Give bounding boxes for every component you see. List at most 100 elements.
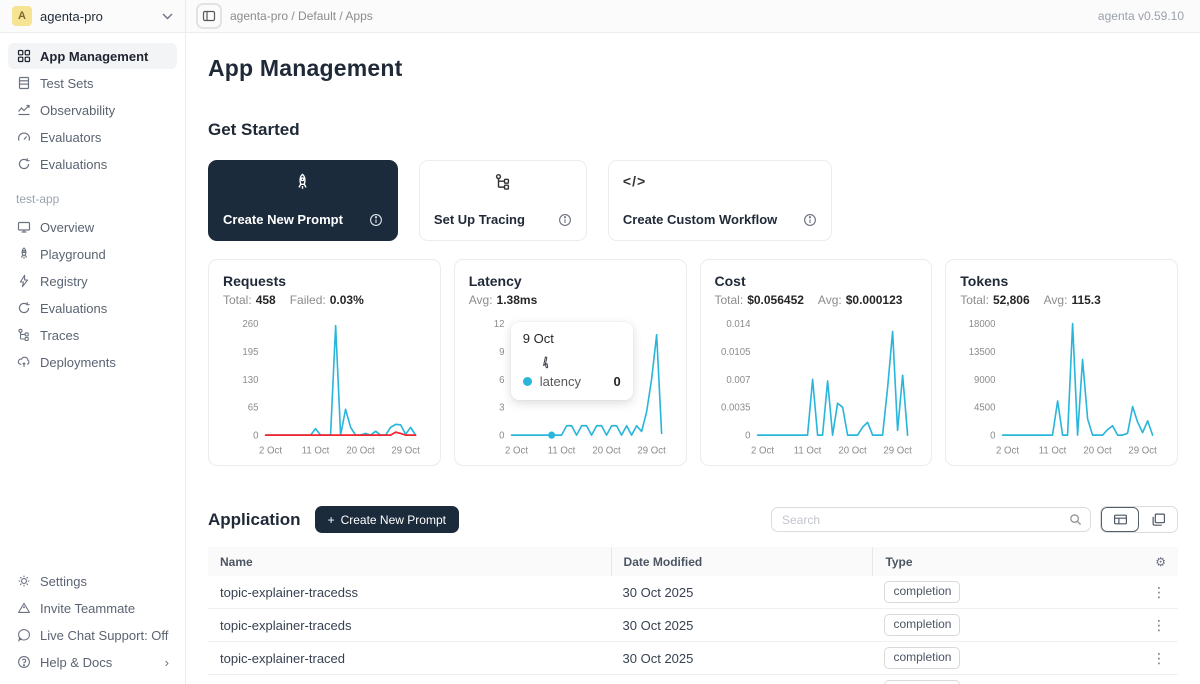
top-bar: A agenta-pro agenta-pro / Default / Apps…	[0, 0, 1200, 33]
column-header-type[interactable]: Type	[872, 547, 1090, 576]
info-icon[interactable]	[369, 213, 383, 227]
app-version: agenta v0.59.10	[1098, 9, 1184, 23]
application-table: Name Date Modified Type ⚙ topic-explaine…	[208, 547, 1178, 684]
sidebar-item-label: Overview	[40, 220, 94, 235]
svg-text:11 Oct: 11 Oct	[1039, 445, 1067, 456]
svg-text:2 Oct: 2 Oct	[505, 445, 528, 456]
table-row[interactable]: topic-explainer-traceds 30 Oct 2025 comp…	[208, 609, 1178, 642]
table-list-icon	[16, 76, 31, 91]
sidebar-item-observability[interactable]: Observability	[8, 97, 177, 123]
search-icon[interactable]	[1069, 513, 1082, 526]
requests-chart: 0651301952602 Oct11 Oct20 Oct29 Oct	[223, 315, 426, 463]
column-header-name[interactable]: Name	[208, 547, 611, 576]
application-heading: Application	[208, 510, 301, 530]
table-row[interactable]: topic-explainer-tracedss 30 Oct 2025 com…	[208, 576, 1178, 609]
metric-card-latency: Latency Avg:1.38ms 0369122 Oct11 Oct20 O…	[454, 259, 687, 466]
sidebar-item-test-sets[interactable]: Test Sets	[8, 70, 177, 96]
svg-text:11 Oct: 11 Oct	[547, 445, 575, 456]
svg-text:195: 195	[242, 347, 259, 358]
create-new-prompt-card[interactable]: Create New Prompt	[208, 160, 398, 241]
search-input[interactable]	[782, 513, 1069, 527]
row-actions-icon[interactable]: ⋮	[1091, 617, 1178, 634]
row-actions-icon[interactable]: ⋮	[1091, 584, 1178, 601]
search-box[interactable]	[771, 507, 1091, 532]
sidebar-item-evaluations[interactable]: Evaluations	[8, 151, 177, 177]
metric-card-requests: Requests Total:458 Failed:0.03% 06513019…	[208, 259, 441, 466]
cell-date: 30 Oct 2025	[611, 585, 873, 600]
metric-stats: Total:458 Failed:0.03%	[223, 293, 426, 307]
sidebar-item-label: Deployments	[40, 355, 116, 370]
sidebar-item-label: Test Sets	[40, 76, 93, 91]
type-badge: completion	[884, 680, 960, 684]
sidebar-item-label: App Management	[40, 49, 148, 64]
sidebar-item-overview[interactable]: Overview	[8, 214, 177, 240]
sidebar-item-invite-teammate[interactable]: Invite Teammate	[8, 595, 177, 621]
create-new-prompt-button[interactable]: + Create New Prompt	[315, 506, 459, 533]
sidebar-item-app-evaluations[interactable]: Evaluations	[8, 295, 177, 321]
cell-name[interactable]: topic-explainer-traceds	[208, 618, 611, 633]
metric-stats: Total:$0.056452 Avg:$0.000123	[715, 293, 918, 307]
svg-text:6: 6	[499, 375, 505, 386]
tooltip-value: 0	[614, 374, 621, 389]
metric-title: Cost	[715, 273, 918, 289]
bolt-icon	[16, 274, 31, 289]
card-view-button[interactable]	[1139, 507, 1177, 532]
redo-circle-icon	[16, 157, 31, 172]
svg-text:13500: 13500	[969, 347, 996, 358]
metric-card-cost: Cost Total:$0.056452 Avg:$0.000123 00.00…	[700, 259, 933, 466]
get-started-heading: Get Started	[208, 120, 1178, 140]
cell-name[interactable]: topic-explainer-traced	[208, 651, 611, 666]
cell-date: 30 Oct 2025	[611, 618, 873, 633]
svg-text:11 Oct: 11 Oct	[302, 445, 330, 456]
svg-text:20 Oct: 20 Oct	[1084, 445, 1113, 456]
sidebar-item-registry[interactable]: Registry	[8, 268, 177, 294]
svg-text:0: 0	[499, 430, 505, 441]
trace-tree-icon	[434, 173, 572, 191]
rocket-icon	[16, 247, 31, 262]
application-controls	[771, 506, 1178, 533]
sidebar-item-evaluators[interactable]: Evaluators	[8, 124, 177, 150]
row-actions-icon[interactable]: ⋮	[1091, 650, 1178, 667]
svg-text:260: 260	[242, 319, 259, 330]
sidebar-toggle-button[interactable]	[196, 3, 222, 29]
gear-icon	[16, 574, 31, 589]
workspace-selector[interactable]: A agenta-pro	[0, 0, 186, 32]
table-row[interactable]: career-assessment 27 Oct 2025 completion…	[208, 675, 1178, 684]
sidebar-item-playground[interactable]: Playground	[8, 241, 177, 267]
sidebar-item-label: Observability	[40, 103, 115, 118]
sidebar-item-deployments[interactable]: Deployments	[8, 349, 177, 375]
table-row[interactable]: topic-explainer-traced 30 Oct 2025 compl…	[208, 642, 1178, 675]
card-label: Create New Prompt	[223, 212, 343, 227]
column-settings-gear-icon[interactable]: ⚙	[1091, 547, 1178, 576]
sidebar-item-label: Evaluations	[40, 301, 107, 316]
sidebar-item-traces[interactable]: Traces	[8, 322, 177, 348]
sidebar-item-settings[interactable]: Settings	[8, 568, 177, 594]
sidebar-section-test-app: test-app	[8, 178, 177, 214]
svg-text:130: 130	[242, 375, 259, 386]
sidebar-item-help-docs[interactable]: Help & Docs ›	[8, 649, 177, 675]
info-icon[interactable]	[558, 213, 572, 227]
cell-name[interactable]: topic-explainer-tracedss	[208, 585, 611, 600]
trace-tree-icon	[16, 328, 31, 343]
svg-text:18000: 18000	[969, 319, 996, 330]
create-custom-workflow-card[interactable]: </> Create Custom Workflow	[608, 160, 832, 241]
sidebar-item-live-chat[interactable]: Live Chat Support: Off	[8, 622, 177, 648]
monitor-icon	[16, 220, 31, 235]
column-header-date-modified[interactable]: Date Modified	[611, 547, 873, 576]
table-view-button[interactable]	[1101, 507, 1139, 532]
series-dot	[523, 377, 532, 386]
sidebar-item-label: Traces	[40, 328, 79, 343]
type-badge: completion	[884, 614, 960, 636]
svg-text:11 Oct: 11 Oct	[793, 445, 821, 456]
svg-text:0.007: 0.007	[726, 375, 751, 386]
svg-text:12: 12	[494, 319, 505, 330]
chat-bubble-icon	[16, 628, 31, 643]
sidebar-item-app-management[interactable]: App Management	[8, 43, 177, 69]
metric-cards-row: Requests Total:458 Failed:0.03% 06513019…	[208, 259, 1178, 466]
info-icon[interactable]	[803, 213, 817, 227]
table-header: Name Date Modified Type ⚙	[208, 547, 1178, 576]
tooltip-series: latency	[540, 374, 581, 389]
chevron-down-icon	[162, 13, 173, 20]
set-up-tracing-card[interactable]: Set Up Tracing	[419, 160, 587, 241]
breadcrumb[interactable]: agenta-pro / Default / Apps	[230, 9, 373, 23]
